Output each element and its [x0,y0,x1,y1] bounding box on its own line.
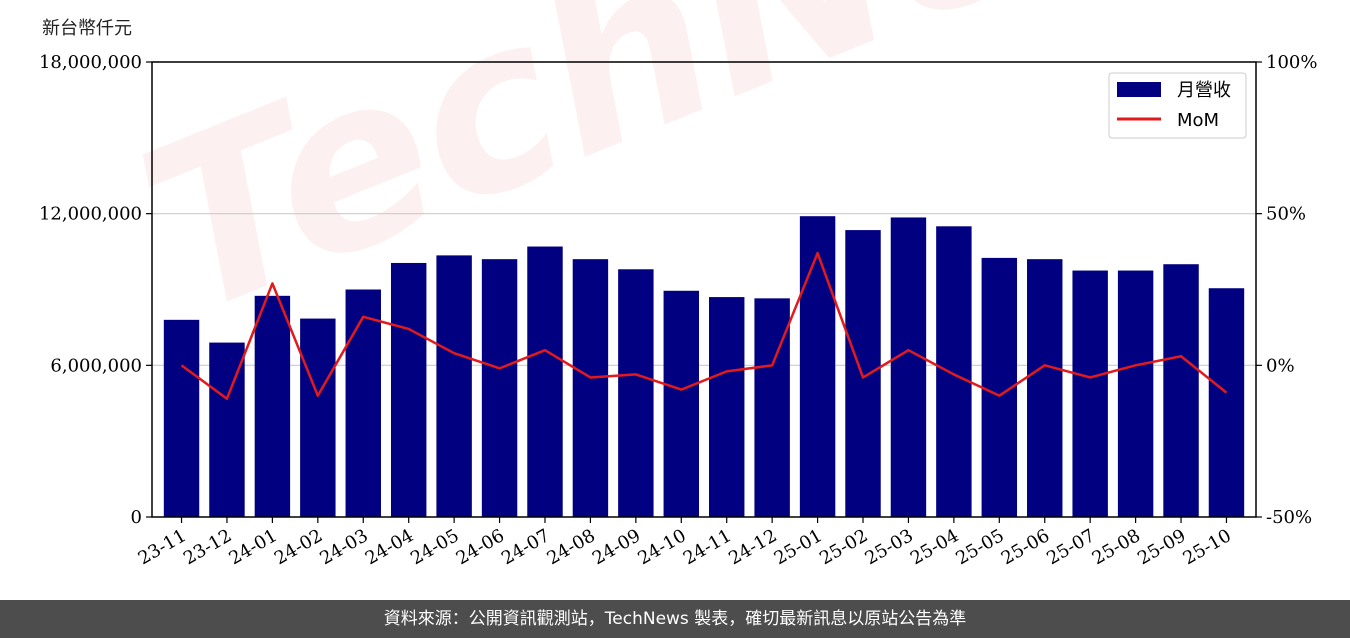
mom-line-series [180,251,1228,400]
x-tick-label: 25-02 [816,525,871,569]
revenue-bar [1208,288,1245,517]
y-left-tick-label: 12,000,000 [39,204,142,225]
revenue-bar [390,262,427,517]
x-tick-label: 24-02 [271,525,326,569]
legend-label-mom: MoM [1177,110,1219,131]
revenue-bar [618,269,654,517]
x-tick-label: 24-10 [634,525,689,569]
y-left-tick-label: 0 [131,507,142,528]
revenue-bar [754,298,790,517]
x-tick-label: 25-04 [907,525,962,569]
legend-label-revenue: 月營收 [1177,80,1231,101]
y-right-tick-label: 100% [1266,52,1317,73]
x-tick-label: 24-12 [725,525,780,569]
y-left-tick-label: 6,000,000 [50,355,142,376]
revenue-bar [481,259,518,517]
revenue-bar [845,230,881,517]
revenue-bar [1163,264,1199,517]
revenue-bar [163,319,200,517]
x-tick-label: 25-09 [1134,525,1189,569]
revenue-bar [345,289,381,517]
revenue-chart: 23-1123-1224-0124-0224-0324-0424-0524-06… [39,52,1318,569]
revenue-bar [1117,270,1154,517]
revenue-bar [1072,270,1108,517]
x-tick-label: 23-12 [180,525,235,569]
x-tick-label: 25-07 [1043,525,1098,569]
x-tick-label: 25-06 [998,525,1053,569]
x-tick-label: 25-10 [1180,525,1235,569]
legend-bar-swatch [1117,82,1161,97]
x-tick-label: 25-01 [771,525,826,569]
x-tick-label: 25-08 [1089,525,1144,569]
revenue-bar [708,297,745,517]
revenue-bar [300,318,336,517]
chart-axes [151,61,1257,518]
x-tick-label: 24-01 [225,525,280,569]
revenue-bar [1027,259,1063,517]
revenue-bar [799,216,836,517]
x-axis-ticks: 23-1123-1224-0124-0224-0324-0424-0524-06… [135,517,1235,569]
y-right-axis-ticks: -50% 0% 50% 100% [1256,52,1317,528]
x-tick-label: 24-09 [589,525,644,569]
revenue-bar [527,246,563,517]
x-tick-label: 23-11 [135,525,190,569]
y-right-tick-label: 50% [1266,204,1306,225]
y-left-tick-label: 18,000,000 [39,52,142,73]
revenue-bar [936,226,972,518]
revenue-bar [254,295,291,517]
y-right-tick-label: -50% [1266,507,1312,528]
x-tick-label: 24-06 [453,525,508,569]
revenue-bar [436,255,472,517]
mom-line [180,251,1228,400]
bar-series [163,216,1245,518]
plot-frame [151,61,1257,518]
x-tick-label: 24-07 [498,525,553,569]
chart-legend: 月營收 MoM [1108,72,1247,139]
x-tick-label: 25-05 [952,525,1007,569]
x-tick-label: 24-11 [680,525,735,569]
revenue-bar [890,217,927,518]
x-tick-label: 25-03 [862,525,917,569]
x-tick-label: 24-08 [543,525,598,569]
x-tick-label: 24-05 [407,525,462,569]
y-right-tick-label: 0% [1266,355,1295,376]
x-tick-label: 24-04 [362,525,417,569]
source-footer: 資料來源：公開資訊觀測站，TechNews 製表，確切最新訊息以原站公告為準 [0,600,1350,638]
y-axis-unit-label: 新台幣仟元 [42,18,132,39]
revenue-bar [663,290,700,517]
x-tick-label: 24-03 [316,525,371,569]
y-left-axis-ticks: 0 6,000,000 12,000,000 18,000,000 [39,52,152,528]
revenue-bar [572,259,609,517]
